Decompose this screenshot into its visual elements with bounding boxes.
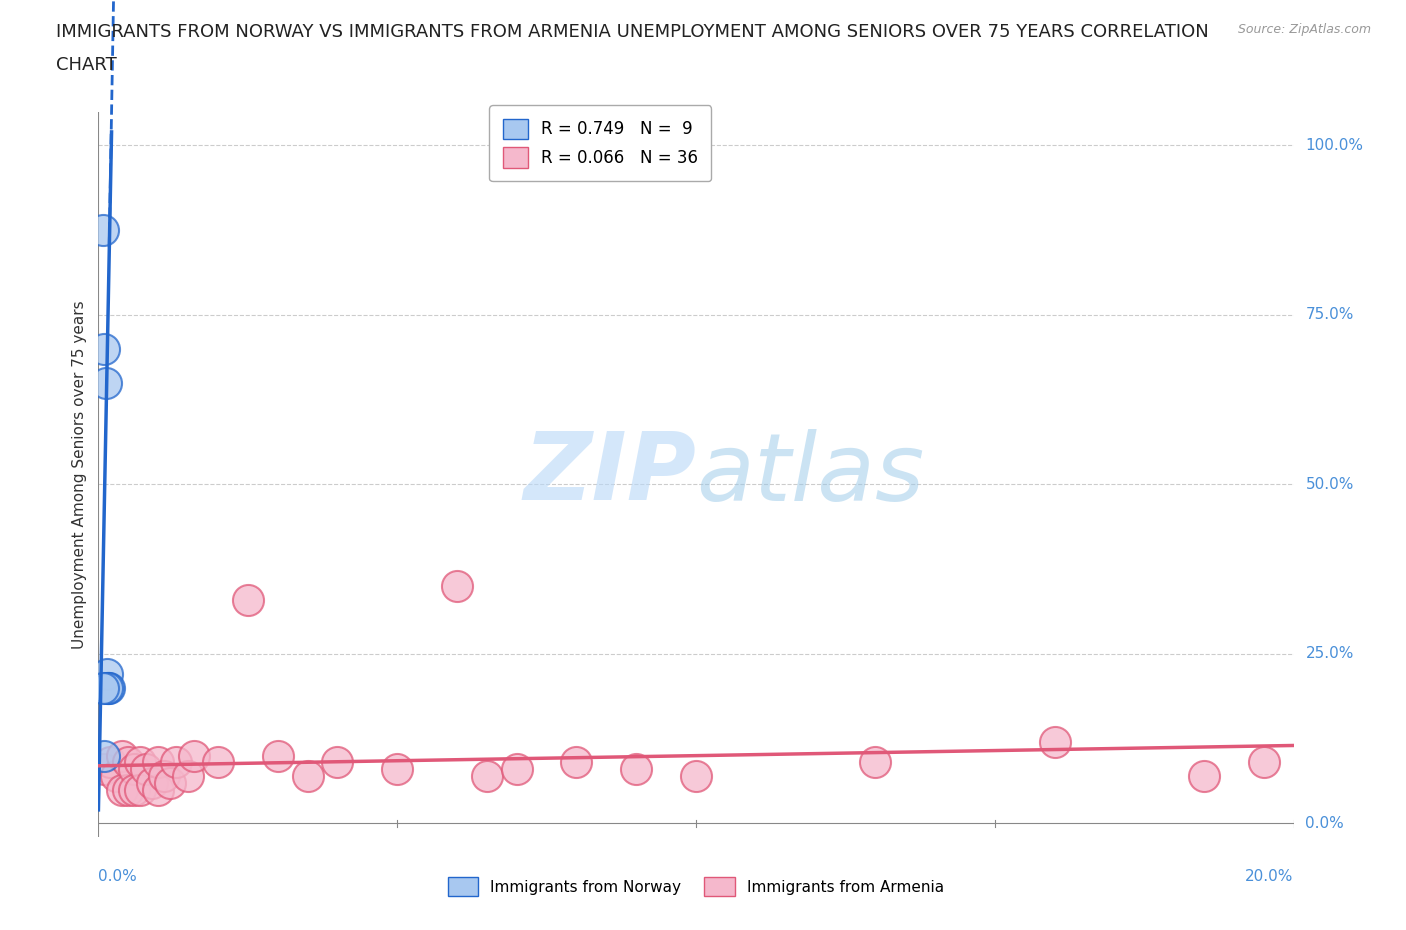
Text: 0.0%: 0.0% — [98, 869, 138, 883]
Point — [685, 768, 707, 783]
Point — [506, 762, 529, 777]
Point — [153, 768, 176, 783]
Point — [124, 762, 146, 777]
Text: ZIP: ZIP — [523, 429, 696, 520]
Point — [141, 776, 163, 790]
Text: Source: ZipAtlas.com: Source: ZipAtlas.com — [1237, 23, 1371, 36]
Text: 20.0%: 20.0% — [1246, 869, 1294, 883]
Point — [148, 782, 170, 797]
Point — [96, 667, 118, 682]
Point — [177, 768, 200, 783]
Point — [98, 755, 122, 770]
Text: 50.0%: 50.0% — [1306, 477, 1354, 492]
Text: IMMIGRANTS FROM NORWAY VS IMMIGRANTS FROM ARMENIA UNEMPLOYMENT AMONG SENIORS OVE: IMMIGRANTS FROM NORWAY VS IMMIGRANTS FRO… — [56, 23, 1209, 41]
Point — [117, 755, 139, 770]
Point — [98, 681, 121, 696]
Point — [117, 782, 139, 797]
Point — [1043, 735, 1066, 750]
Y-axis label: Unemployment Among Seniors over 75 years: Unemployment Among Seniors over 75 years — [72, 300, 87, 648]
Point — [129, 782, 152, 797]
Point — [93, 341, 115, 356]
Point — [1192, 768, 1215, 783]
Point — [165, 755, 187, 770]
Point — [865, 755, 887, 770]
Text: 100.0%: 100.0% — [1306, 138, 1364, 153]
Text: 25.0%: 25.0% — [1306, 646, 1354, 661]
Text: atlas: atlas — [696, 429, 924, 520]
Point — [446, 578, 468, 593]
Point — [91, 223, 114, 238]
Point — [96, 681, 118, 696]
Point — [326, 755, 349, 770]
Point — [159, 776, 181, 790]
Point — [129, 755, 152, 770]
Point — [111, 782, 134, 797]
Point — [297, 768, 319, 783]
Point — [626, 762, 648, 777]
Point — [91, 681, 114, 696]
Text: 0.0%: 0.0% — [1306, 816, 1344, 830]
Point — [135, 762, 157, 777]
Point — [105, 768, 128, 783]
Point — [148, 755, 170, 770]
Point — [565, 755, 588, 770]
Point — [385, 762, 409, 777]
Point — [94, 376, 117, 391]
Legend: Immigrants from Norway, Immigrants from Armenia: Immigrants from Norway, Immigrants from … — [441, 871, 950, 902]
Point — [1253, 755, 1275, 770]
Point — [475, 768, 498, 783]
Point — [111, 749, 134, 764]
Point — [93, 749, 115, 764]
Point — [93, 762, 115, 777]
Point — [97, 681, 120, 696]
Point — [236, 592, 259, 607]
Text: CHART: CHART — [56, 56, 117, 73]
Point — [267, 749, 290, 764]
Point — [183, 749, 205, 764]
Point — [207, 755, 229, 770]
Text: 75.0%: 75.0% — [1306, 308, 1354, 323]
Point — [124, 782, 146, 797]
